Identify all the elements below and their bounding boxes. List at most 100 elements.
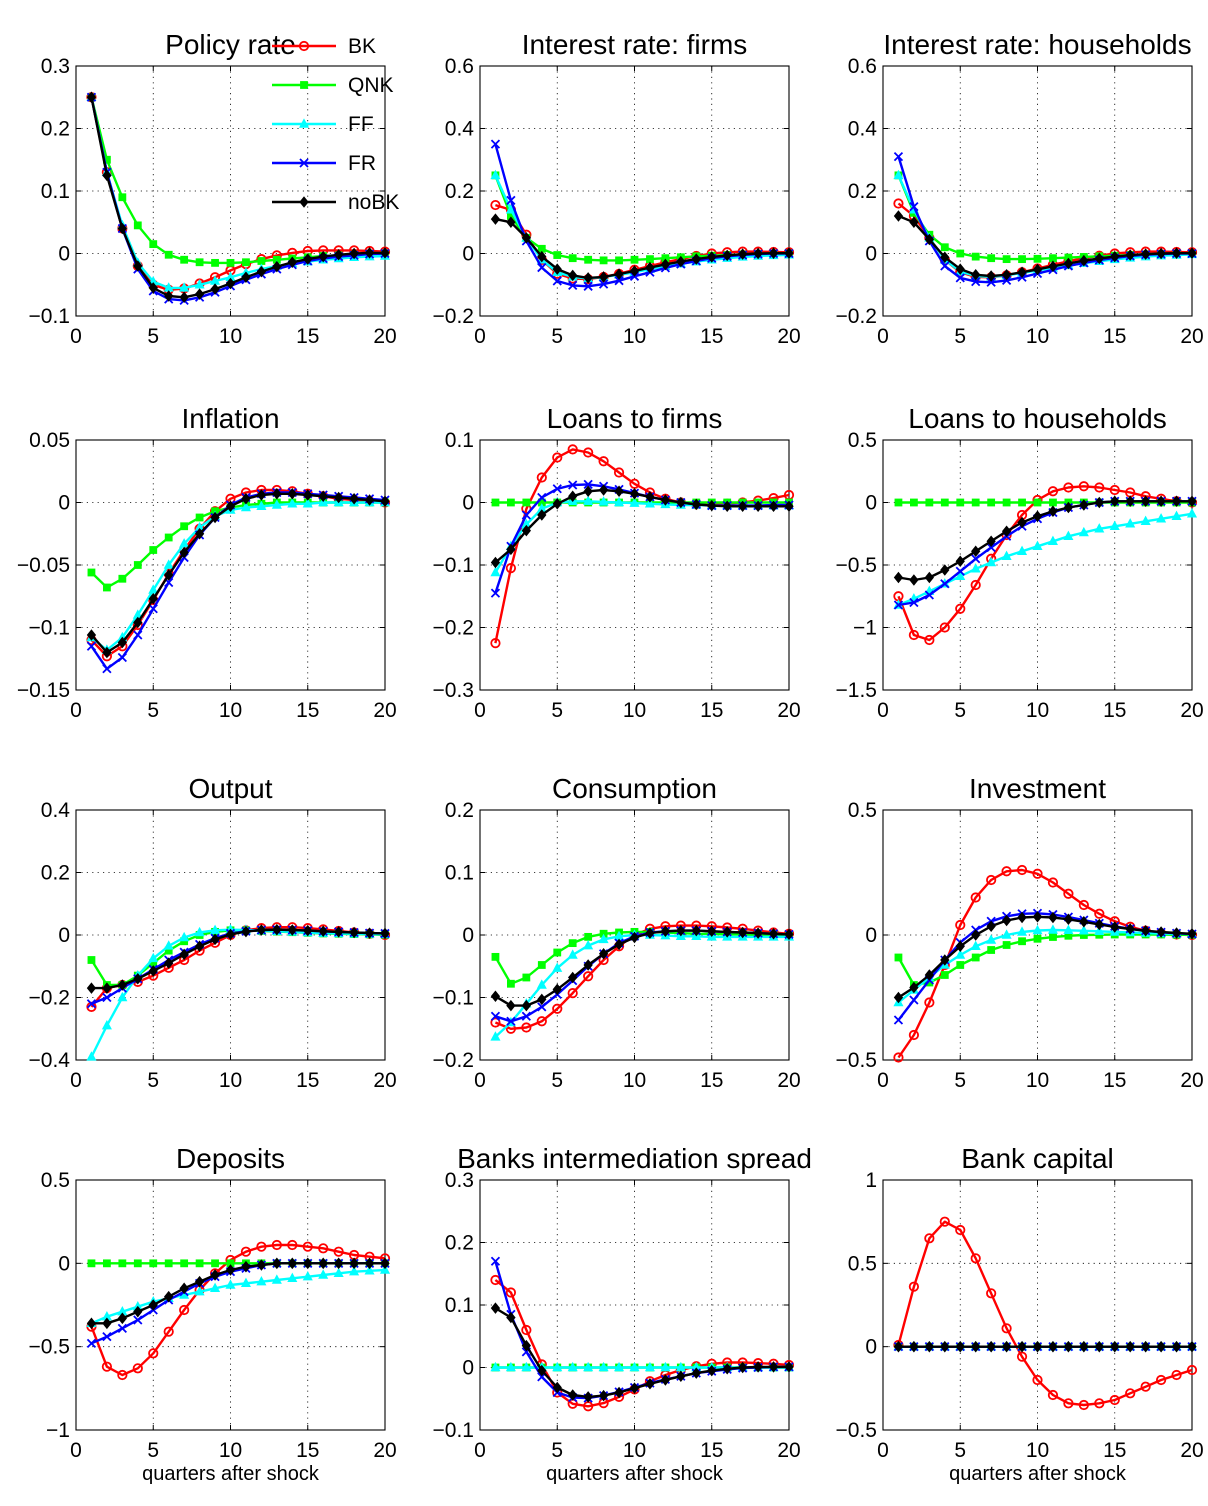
panel-bank-capital-ytick-label-2: 0.5 — [848, 1252, 877, 1275]
panel-output-point-fr-2 — [102, 992, 112, 1003]
panel-deposits-point-ff-20 — [379, 1264, 391, 1274]
panel-interest-rate-households-point-nobk-13 — [1079, 254, 1089, 267]
panel-output-point-ff-9 — [210, 924, 221, 935]
panel-banks-intermediation-spread-point-ff-6 — [567, 1361, 578, 1372]
panel-investment-point-ff-11 — [1047, 924, 1058, 934]
panel-investment-ytick-label-2: 0.5 — [848, 799, 877, 822]
panel-consumption-point-nobk-20 — [784, 928, 794, 941]
panel-investment-point-ff-5 — [955, 949, 966, 959]
panel-interest-rate-firms-point-fr-8 — [598, 279, 609, 289]
panel-interest-rate-firms-point-qnk-11 — [646, 255, 654, 264]
panel-loans-to-firms-point-nobk-3 — [521, 524, 531, 537]
panel-interest-rate-firms-point-fr-4 — [537, 262, 547, 273]
panel-banks-intermediation-spread-point-nobk-10 — [629, 1382, 640, 1394]
panel-interest-rate-households-point-nobk-11 — [1048, 260, 1058, 273]
panel-loans-to-households-ytick-label-4: 0.5 — [848, 429, 877, 452]
panel-output-point-nobk-14 — [287, 924, 297, 936]
panel-banks-intermediation-spread-point-ff-5 — [552, 1361, 563, 1372]
panel-output-point-nobk-7 — [179, 948, 189, 961]
panel-output-point-nobk-2 — [102, 982, 112, 994]
panel-investment-point-qnk-8 — [1002, 941, 1011, 949]
panel-investment-title: Investment — [969, 773, 1106, 804]
panel-policy-rate-xtick-label-2: 10 — [219, 325, 242, 348]
panel-inflation-point-nobk-16 — [318, 490, 328, 503]
panel-output-series-nobk — [86, 923, 390, 994]
panel-consumption-ytick-label-4: 0.2 — [445, 799, 474, 822]
panel-loans-to-firms-point-fr-4 — [537, 492, 547, 503]
panel-loans-to-households-point-nobk-19 — [1171, 495, 1182, 508]
panel-output-point-ff-3 — [117, 991, 128, 1002]
panel-loans-to-households-point-qnk-4 — [940, 498, 949, 507]
panel-investment-point-ff-9 — [1017, 926, 1028, 936]
panel-consumption-point-nobk-13 — [676, 924, 686, 937]
panel-investment-point-fr-1 — [893, 1015, 904, 1025]
panel-interest-rate-households-point-qnk-10 — [1033, 254, 1042, 263]
panel-loans-to-households-point-fr-1 — [893, 600, 904, 610]
panel-loans-to-households-point-fr-7 — [986, 542, 996, 553]
panel-investment-point-ff-12 — [1063, 924, 1074, 934]
panel-output-point-nobk-8 — [194, 940, 205, 953]
panel-interest-rate-firms-ytick-label-1: 0 — [462, 243, 474, 266]
panel-banks-intermediation-spread-point-nobk-1 — [490, 1302, 501, 1314]
panel-deposits-point-ff-10 — [225, 1279, 236, 1289]
panel-investment-point-nobk-14 — [1094, 918, 1104, 931]
panel-consumption-point-nobk-2 — [506, 999, 516, 1012]
panel-policy-rate-point-nobk-1 — [86, 91, 97, 104]
panel-output-xtick-label-4: 20 — [373, 1069, 396, 1092]
panel-loans-to-households-point-qnk-10 — [1033, 498, 1042, 507]
panel-policy-rate-point-nobk-6 — [164, 290, 174, 302]
panel-deposits-point-bk-15 — [302, 1241, 313, 1252]
panel-consumption-point-qnk-7 — [584, 932, 593, 941]
panel-deposits-point-fr-4 — [133, 1315, 143, 1325]
panel-output-point-ff-6 — [163, 940, 174, 950]
panel-bank-capital-xtick-label-1: 5 — [954, 1439, 966, 1462]
panel-output-xtick-label-3: 15 — [296, 1069, 319, 1092]
panel-banks-intermediation-spread-point-nobk-20 — [784, 1361, 794, 1373]
panel-consumption-point-nobk-9 — [614, 938, 624, 951]
panel-output-point-fr-1 — [86, 999, 97, 1009]
panel-bank-capital-point-nobk-19 — [1171, 1340, 1182, 1353]
panel-investment-point-qnk-9 — [1018, 937, 1026, 946]
panel-investment-xtick-label-1: 5 — [954, 1069, 966, 1092]
panel-investment-point-qnk-5 — [956, 961, 965, 969]
panel-consumption-point-nobk-11 — [645, 927, 655, 939]
panel-interest-rate-households-point-nobk-14 — [1094, 252, 1104, 265]
panel-bank-capital-point-nobk-5 — [955, 1340, 965, 1353]
panel-banks-intermediation-spread-xtick-label-3: 15 — [700, 1439, 723, 1462]
panel-loans-to-households-point-nobk-15 — [1110, 495, 1120, 508]
panel-deposits-ytick-label-0: −1 — [46, 1419, 70, 1442]
panel-inflation-point-qnk-7 — [180, 522, 189, 531]
panel-loans-to-households-point-bk-13 — [1078, 481, 1089, 492]
panel-output-ytick-label-4: 0.4 — [41, 799, 71, 822]
panel-interest-rate-firms-point-qnk-9 — [615, 256, 623, 265]
panel-loans-to-firms-xtick-label-4: 20 — [777, 699, 800, 722]
panel-consumption: 0 5 10 15 20 −0.2 −0.1 0 0.1 0.2 Consumption — [433, 773, 801, 1092]
panel-interest-rate-households-xtick-label-0: 0 — [877, 325, 889, 348]
panel-deposits-point-qnk-8 — [195, 1259, 204, 1268]
panel-investment-point-nobk-8 — [1001, 914, 1012, 927]
panel-deposits-point-qnk-4 — [133, 1259, 142, 1268]
panel-policy-rate-point-nobk-17 — [334, 248, 344, 261]
panel-banks-intermediation-spread-ytick-label-0: −0.1 — [433, 1419, 474, 1442]
panel-banks-intermediation-spread-point-nobk-4 — [537, 1364, 547, 1377]
panel-loans-to-households-point-fr-3 — [924, 590, 934, 600]
panel-inflation-point-ff-12 — [256, 500, 267, 510]
panel-bank-capital-point-nobk-12 — [1063, 1340, 1074, 1353]
panel-loans-to-households-point-ff-20 — [1186, 508, 1198, 518]
panel-investment-point-nobk-1 — [893, 991, 904, 1004]
panel-loans-to-households-point-ff-13 — [1078, 526, 1089, 537]
panel-investment-xtick-label-3: 15 — [1103, 1069, 1126, 1092]
panel-policy-rate-point-qnk-4 — [133, 221, 142, 230]
panel-consumption-point-bk-3 — [521, 1022, 532, 1033]
panel-interest-rate-firms-point-nobk-5 — [552, 263, 562, 275]
panel-loans-to-firms-point-bk-9 — [613, 467, 625, 478]
panel-bank-capital-point-bk-17 — [1140, 1381, 1151, 1392]
panel-output: 0 5 10 15 20 −0.4 −0.2 0 0.2 0.4 Output — [29, 773, 397, 1092]
panel-investment-point-qnk-1 — [894, 953, 903, 962]
panel-interest-rate-households-point-nobk-4 — [940, 251, 950, 264]
panel-output-point-nobk-15 — [303, 924, 313, 937]
panel-loans-to-households-point-ff-16 — [1125, 518, 1136, 528]
